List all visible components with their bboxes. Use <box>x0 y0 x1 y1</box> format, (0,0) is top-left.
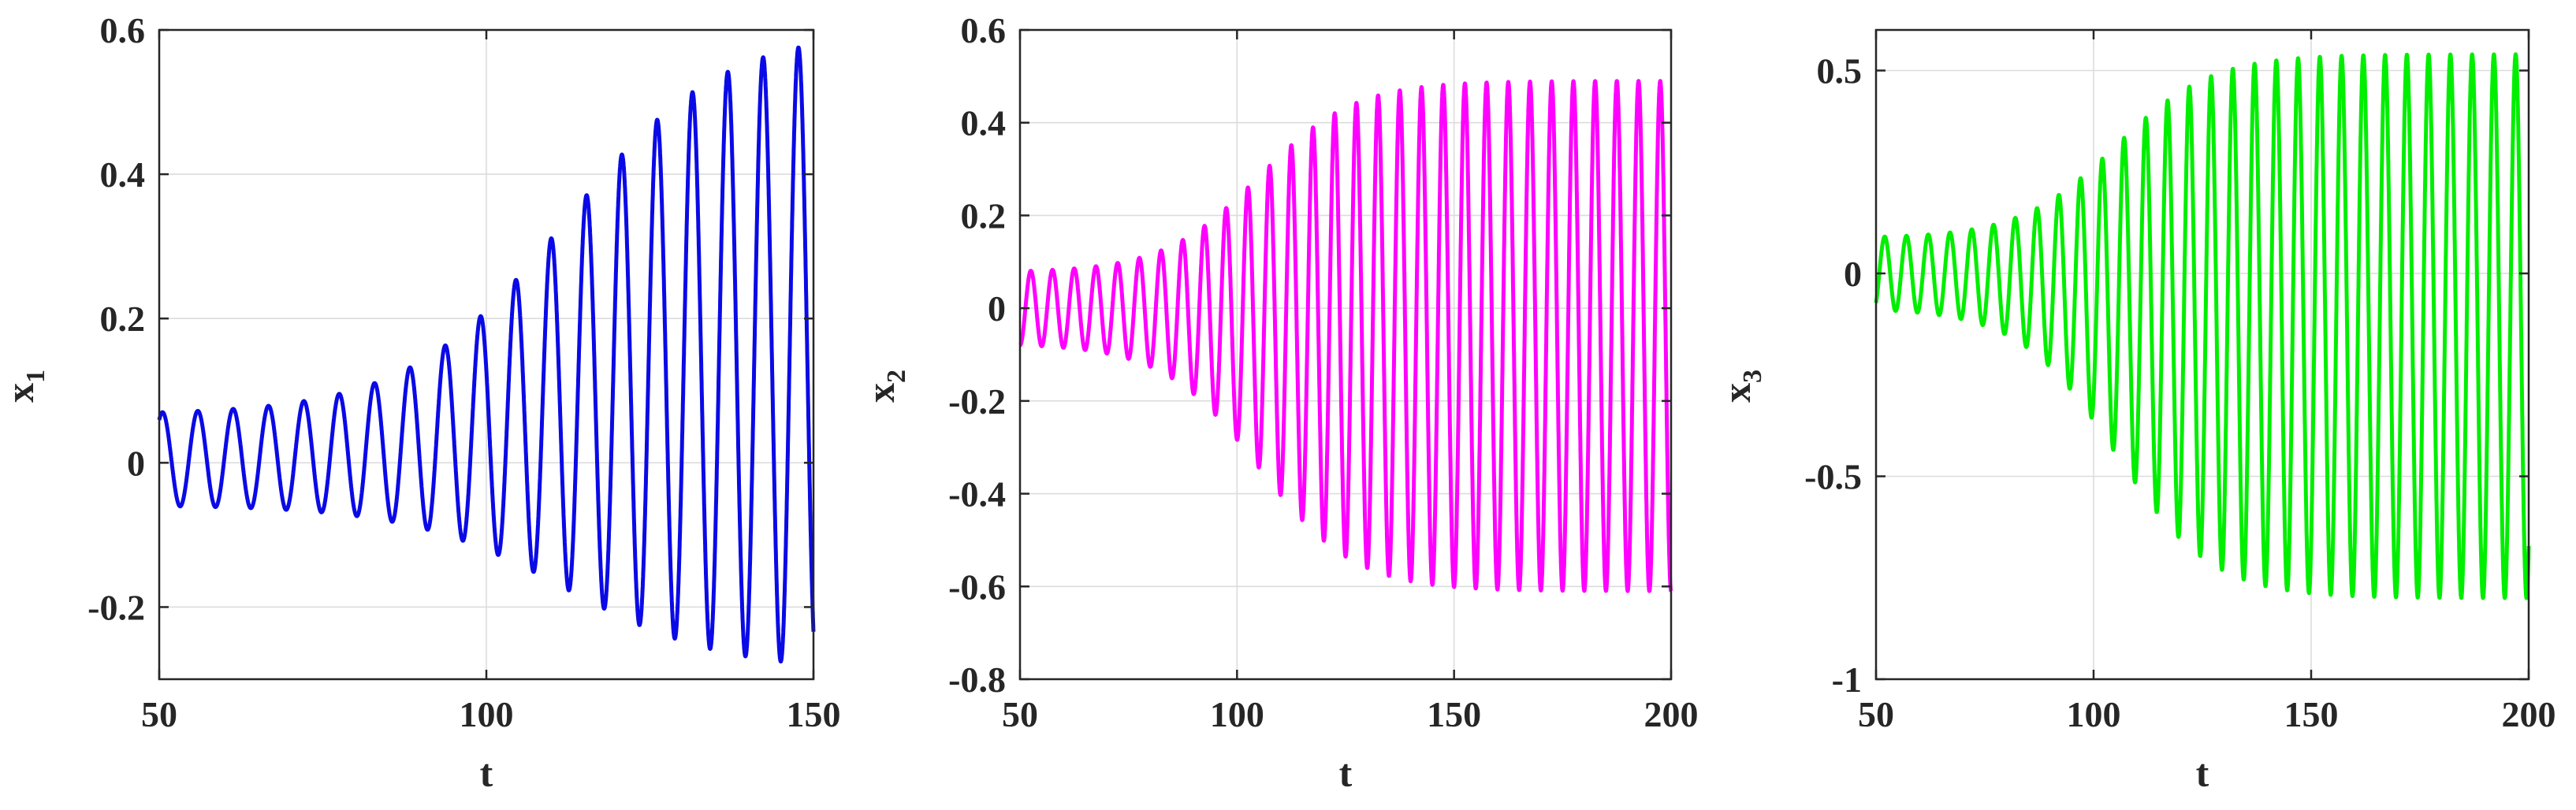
subplot-3: 50 100 150 200 -1 -0.5 0 0.5 t x3 <box>1714 28 2556 795</box>
y-tick-label: -1 <box>1832 660 1862 700</box>
y-axis-label-main: x <box>1714 383 1759 403</box>
y-tick-label: -0.8 <box>948 660 1006 700</box>
series-line <box>157 45 816 663</box>
x-tick-label: 100 <box>460 694 514 734</box>
y-tick-label: -0.5 <box>1804 457 1862 497</box>
x-tick-label: 100 <box>2067 694 2121 734</box>
x-axis-label: t <box>2196 751 2209 795</box>
y-tick-label: -0.2 <box>948 381 1006 422</box>
subplot-1: 50 100 150 -0.2 0 0.2 0.4 0.6 t x1 <box>0 10 841 795</box>
x-axis-label: t <box>480 751 493 795</box>
y-tick-label: 0.4 <box>961 103 1007 143</box>
y-tick-label: 0.5 <box>1817 51 1863 91</box>
y-axis-label-subscript: 3 <box>1738 370 1767 383</box>
y-tick-label: 0.6 <box>961 10 1007 50</box>
y-tick-label: 0.2 <box>961 195 1007 236</box>
y-tick-label: 0.4 <box>100 154 146 195</box>
x-tick-label: 150 <box>2284 694 2339 734</box>
axes-frame <box>1874 28 2530 681</box>
x-tick-label: 50 <box>1858 694 1894 734</box>
y-axis-label-main: x <box>0 383 42 403</box>
subplot-2: 50 100 150 200 -0.8 -0.6 -0.4 -0.2 0 0.2 0.4 0.6 t x2 <box>858 10 1699 795</box>
y-tick-label: 0.2 <box>100 299 146 339</box>
y-tick-label: -0.2 <box>87 587 145 627</box>
x-axis-label: t <box>1339 751 1353 795</box>
x-tick-label: 50 <box>141 694 177 734</box>
x-tick-label: 150 <box>1427 694 1481 734</box>
x-tick-label: 200 <box>2502 694 2556 734</box>
y-axis-label: x2 <box>858 370 911 403</box>
x-tick-label: 150 <box>787 694 841 734</box>
y-axis-label-subscript: 2 <box>882 370 911 383</box>
y-axis-label-subscript: 1 <box>21 370 50 383</box>
series-line <box>1874 52 2531 600</box>
series-line <box>1018 79 1673 593</box>
y-tick-label: 0 <box>988 288 1006 329</box>
y-tick-label: -0.4 <box>948 474 1006 515</box>
y-tick-label: -0.6 <box>948 567 1006 607</box>
y-tick-label: 0 <box>127 443 145 483</box>
x-tick-label: 200 <box>1644 694 1699 734</box>
y-axis-label-main: x <box>858 383 903 403</box>
axes-frame <box>1018 28 1673 681</box>
y-axis-label: x1 <box>0 370 50 403</box>
x-tick-label: 100 <box>1210 694 1264 734</box>
x-tick-label: 50 <box>1002 694 1038 734</box>
y-tick-label: 0 <box>1844 254 1862 294</box>
y-axis-label: x3 <box>1714 370 1767 403</box>
y-tick-label: 0.6 <box>100 10 146 50</box>
